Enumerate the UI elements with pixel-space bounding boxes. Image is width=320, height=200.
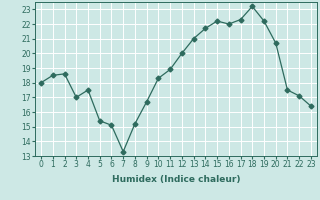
X-axis label: Humidex (Indice chaleur): Humidex (Indice chaleur): [112, 175, 240, 184]
